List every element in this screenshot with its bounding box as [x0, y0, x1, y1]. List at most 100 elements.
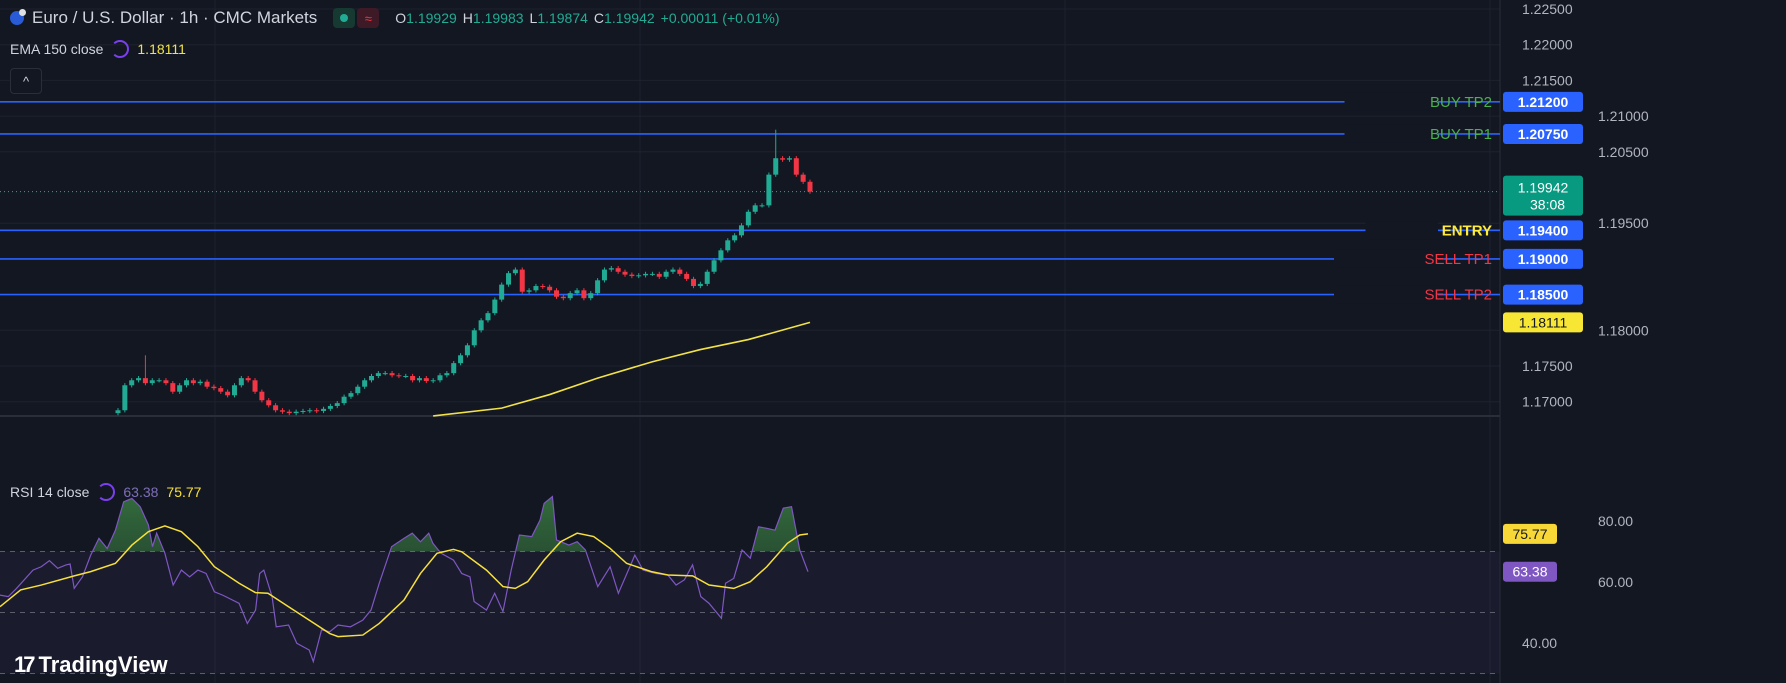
change-value: +0.00011 (+0.01%) — [660, 10, 780, 26]
data-window-loop-icon[interactable] — [97, 483, 116, 501]
candle-body — [732, 235, 738, 241]
candle-body — [553, 290, 559, 297]
current-price-tag — [1503, 175, 1583, 216]
level-price-label: 1.19400 — [1518, 222, 1569, 238]
candle-body — [348, 393, 354, 397]
status-indicators: ≈ — [333, 8, 380, 28]
candle-body — [437, 375, 443, 381]
candle-body — [149, 380, 155, 384]
candlestick-series — [115, 129, 813, 416]
high-value: 1.19983 — [472, 10, 524, 26]
price-tick-label: 1.18000 — [1598, 322, 1649, 338]
candle-body — [464, 345, 470, 356]
symbol-title[interactable]: Euro / U.S. Dollar · 1h · CMC Markets — [32, 8, 318, 27]
candle-body — [211, 386, 217, 389]
level-price-label: 1.21200 — [1518, 94, 1569, 110]
level-price-label: 1.18500 — [1518, 287, 1569, 303]
candle-body — [485, 313, 491, 321]
candle-body — [704, 271, 710, 284]
price-tick-label: 1.21500 — [1522, 72, 1573, 88]
ema-legend[interactable]: EMA 150 close 1.18111 — [10, 40, 186, 58]
candle-body — [184, 380, 190, 386]
candle-body — [225, 391, 231, 396]
candle-body — [307, 410, 313, 412]
market-open-dot-icon[interactable] — [333, 8, 356, 28]
candle-body — [601, 269, 607, 281]
candle-body — [656, 273, 662, 277]
close-value: 1.19942 — [604, 10, 655, 26]
level-label: BUY TP1 — [1430, 126, 1492, 143]
low-value: 1.19874 — [537, 10, 588, 26]
candle-body — [718, 250, 724, 261]
candle-body — [444, 373, 450, 376]
candle-body — [122, 385, 128, 411]
candle-body — [321, 408, 327, 411]
rsi-ma-tag-label: 75.77 — [1512, 526, 1547, 542]
candle-body — [745, 211, 751, 226]
data-delayed-icon[interactable]: ≈ — [357, 8, 380, 28]
rsi-line — [0, 495, 809, 664]
candle-body — [177, 385, 183, 392]
candle-body — [389, 373, 395, 376]
candle-body — [163, 380, 169, 384]
candle-body — [142, 378, 148, 384]
price-tick-label: 1.17000 — [1522, 394, 1573, 410]
rsi-value-tag — [1503, 561, 1557, 582]
rsi-label[interactable]: RSI 14 close — [10, 484, 90, 500]
candle-body — [567, 293, 573, 299]
candle-body — [170, 383, 176, 392]
tradingview-logo[interactable]: 17 TradingView — [14, 652, 168, 678]
candle-body — [677, 269, 683, 274]
level-price-tag — [1503, 220, 1583, 241]
price-axis[interactable]: 1.22500 1.22000 1.21500 1.21000 1.20500 1.195… — [1503, 1, 1649, 651]
candle-body — [670, 269, 676, 272]
candle-body — [218, 388, 224, 392]
candle-body — [314, 410, 320, 412]
candle-body — [136, 378, 142, 381]
price-tick-label: 1.22500 — [1522, 1, 1573, 17]
close-key: C — [593, 10, 605, 26]
ema-label[interactable]: EMA 150 close — [10, 41, 104, 57]
candle-body — [643, 273, 649, 276]
data-window-loop-icon[interactable] — [111, 40, 130, 58]
level-label-bg — [1334, 249, 1438, 268]
candle-body — [684, 273, 690, 279]
rsi-legend[interactable]: RSI 14 close 63.38 75.77 — [10, 483, 201, 501]
candle-body — [663, 271, 669, 277]
candle-body — [430, 380, 436, 382]
rsi-ma-value: 75.77 — [166, 484, 202, 500]
rsi-tick-label: 80.00 — [1598, 513, 1633, 529]
candle-body — [341, 396, 347, 404]
candle-body — [458, 355, 464, 364]
collapse-legend-button[interactable]: ^ — [10, 68, 42, 94]
candle-body — [197, 381, 203, 384]
current-price-label: 1.19942 — [1518, 180, 1569, 196]
symbol-legend[interactable]: Euro / U.S. Dollar · 1h · CMC Markets ≈ … — [10, 8, 780, 28]
candle-body — [636, 275, 642, 277]
candle-body — [423, 378, 429, 381]
candle-body — [286, 411, 292, 414]
open-value: 1.19929 — [406, 10, 457, 26]
rsi-value-tag-label: 63.38 — [1512, 564, 1547, 580]
candle-body — [334, 403, 340, 406]
candle-body — [273, 405, 279, 411]
candle-body — [252, 380, 258, 392]
candle-body — [691, 278, 697, 287]
candle-body — [478, 320, 484, 331]
candle-body — [204, 381, 210, 387]
candle-body — [190, 380, 196, 384]
candle-body — [355, 386, 361, 394]
rsi-ma-line — [0, 525, 809, 638]
price-tick-label: 1.21000 — [1598, 108, 1649, 124]
trade-levels: BUY TP2 BUY TP1 ENTRY SELL TP1 SELL TP2 — [0, 92, 1500, 304]
ema-price-tag — [1503, 312, 1583, 333]
candle-body — [738, 225, 744, 236]
candle-body — [410, 375, 416, 381]
price-tick-label: 1.17500 — [1522, 358, 1573, 374]
candle-body — [540, 286, 546, 288]
level-price-tag — [1503, 91, 1583, 112]
candle-body — [533, 286, 539, 291]
candle-body — [499, 284, 505, 300]
rsi-ma-tag — [1503, 523, 1557, 544]
